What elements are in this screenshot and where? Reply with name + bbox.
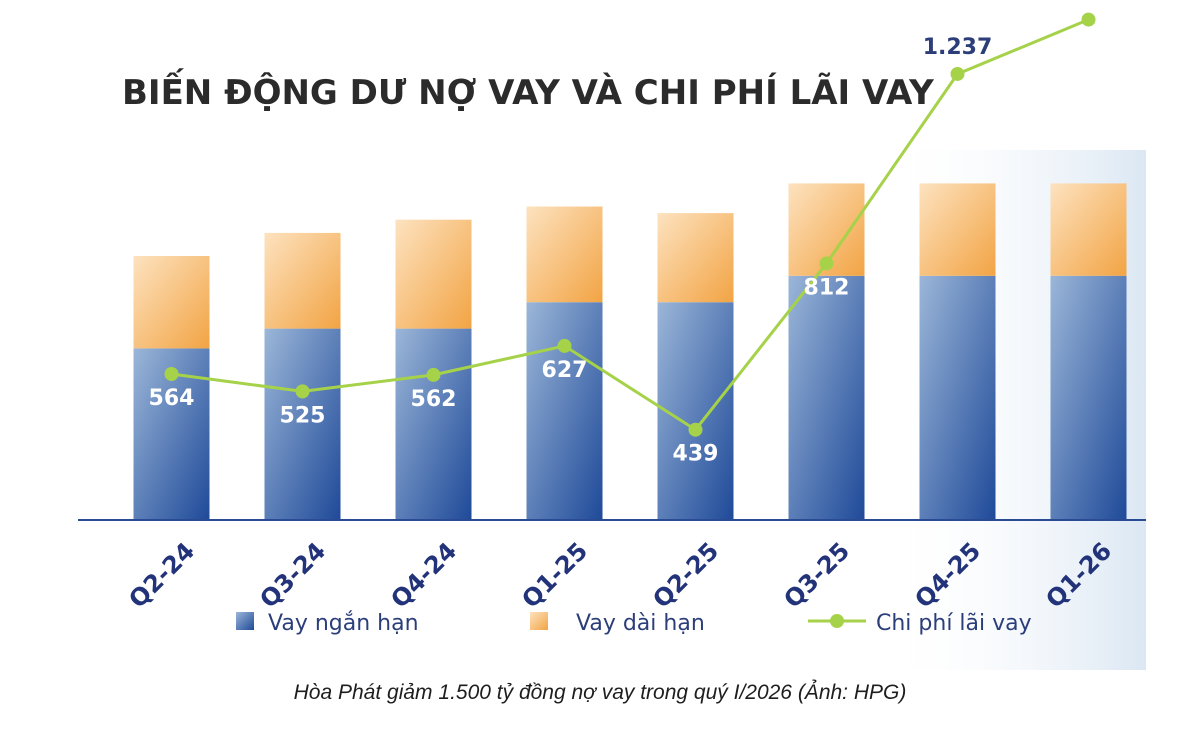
bar-short-term	[1050, 275, 1127, 520]
interest-point	[164, 367, 179, 381]
interest-data-label: 812	[804, 275, 850, 300]
legend-item-short-term: Vay ngắn hạn	[236, 611, 419, 636]
bar-short-term	[526, 302, 603, 520]
legend-item-long-term: Vay dài hạn	[530, 611, 705, 636]
bar-long-term	[264, 232, 341, 329]
interest-data-label: 525	[280, 403, 326, 428]
interest-point	[819, 256, 834, 271]
x-tick-label: Q2-24	[123, 537, 200, 614]
chart-title: BIẾN ĐỘNG DƯ NỢ VAY VÀ CHI PHÍ LÃI VAY	[122, 68, 934, 113]
x-tick-label: Q3-25	[778, 537, 855, 614]
bar-long-term	[657, 213, 734, 303]
x-tick-label: Q3-24	[254, 537, 331, 614]
x-tick-label: Q2-25	[647, 537, 724, 614]
legend-dot-marker	[830, 614, 844, 628]
x-tick-label: Q4-24	[385, 537, 462, 614]
interest-data-label: 1.237	[923, 35, 993, 60]
bar-long-term	[526, 206, 603, 303]
bar-long-term	[1050, 183, 1127, 276]
interest-data-label: 439	[673, 442, 719, 467]
interest-data-label: 562	[411, 387, 457, 412]
interest-data-label: 1.359	[1054, 0, 1124, 6]
interest-line	[171, 18, 1090, 432]
legend-label-interest: Chi phí lãi vay	[876, 611, 1032, 636]
bar-short-term	[657, 302, 734, 520]
interest-data-label: 627	[542, 358, 588, 383]
interest-point	[557, 338, 572, 353]
interest-point	[295, 384, 310, 399]
figure-caption: Hòa Phát giảm 1.500 tỷ đồng nợ vay trong…	[293, 681, 907, 704]
bars	[133, 183, 1127, 520]
interest-point	[426, 367, 441, 382]
bar-long-term	[395, 219, 472, 329]
legend-label-long-term: Vay dài hạn	[576, 611, 705, 636]
bar-long-term	[133, 256, 210, 349]
interest-point	[688, 422, 703, 437]
legend-swatch-long-term	[530, 612, 548, 630]
x-tick-label: Q1-25	[516, 537, 593, 614]
legend-swatch-short-term	[236, 612, 254, 630]
line-series: 564 525 562 627 439 812 1.237 1.359	[149, 0, 1124, 467]
legend: Vay ngắn hạn Vay dài hạn Chi phí lãi vay	[236, 611, 1032, 636]
legend-label-short-term: Vay ngắn hạn	[268, 611, 419, 636]
interest-point	[1081, 12, 1096, 27]
bar-short-term	[264, 328, 341, 520]
interest-data-label: 564	[149, 386, 195, 411]
bar-short-term	[395, 328, 472, 520]
bar-short-term	[788, 275, 865, 520]
interest-point	[950, 66, 965, 81]
legend-item-interest: Chi phí lãi vay	[808, 611, 1032, 636]
bar-long-term	[919, 183, 996, 276]
bar-short-term	[919, 275, 996, 520]
